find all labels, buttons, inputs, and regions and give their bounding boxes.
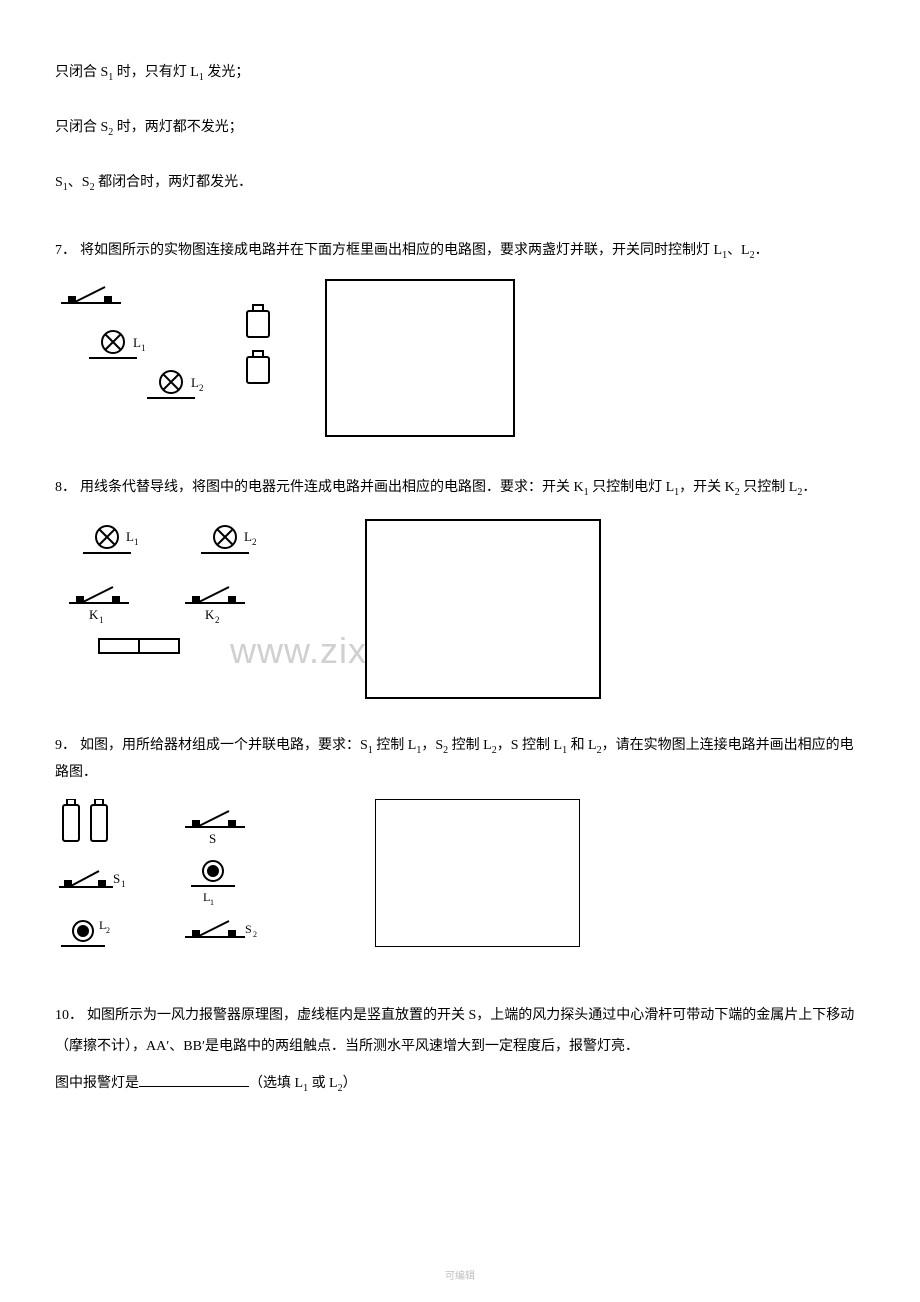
svg-text:1: 1 xyxy=(99,615,104,625)
preamble-line-2: 只闭合 S2 时，两灯都不发光； xyxy=(55,115,865,142)
text: 或 L xyxy=(308,1076,338,1091)
svg-text:L: L xyxy=(191,375,199,390)
text: 都闭合时，两灯都发光． xyxy=(95,175,253,190)
text: ） xyxy=(343,1076,357,1091)
svg-text:K: K xyxy=(205,607,215,622)
text: 图中报警灯是 xyxy=(55,1076,139,1091)
svg-text:2: 2 xyxy=(252,537,257,547)
preamble-line-3: S1、S2 都闭合时，两灯都发光． xyxy=(55,170,865,197)
text: 发光； xyxy=(204,65,250,80)
question-8-text: 8．用线条代替导线，将图中的电器元件连成电路并画出相应的电路图．要求：开关 K1… xyxy=(55,471,865,505)
text: （选填 L xyxy=(249,1076,303,1091)
text: 如图所示为一风力报警器原理图，虚线框内是竖直放置的开关 S，上端的风力探头通过中… xyxy=(55,1008,854,1054)
svg-text:1: 1 xyxy=(141,343,146,353)
question-8-figures: L 1 L 2 K 1 xyxy=(55,519,865,699)
q8-components-icon: L 1 L 2 K 1 xyxy=(55,519,315,678)
question-number: 7． xyxy=(55,243,76,258)
text: ． xyxy=(802,480,816,495)
text: 如图，用所给器材组成一个并联电路，要求：S xyxy=(80,738,368,753)
svg-text:1: 1 xyxy=(121,879,126,889)
svg-text:2: 2 xyxy=(106,926,110,935)
question-10-text-1: 10．如图所示为一风力报警器原理图，虚线框内是竖直放置的开关 S，上端的风力探头… xyxy=(55,1001,865,1063)
question-number: 8． xyxy=(55,480,76,495)
q7-answer-box xyxy=(325,279,515,437)
question-number: 9． xyxy=(55,738,76,753)
svg-text:1: 1 xyxy=(210,898,214,907)
q9-components-icon: S 1 L 2 S xyxy=(55,799,315,973)
text: ． xyxy=(755,243,769,258)
svg-text:2: 2 xyxy=(199,383,204,393)
svg-text:S: S xyxy=(245,922,252,936)
svg-text:S: S xyxy=(209,831,216,846)
text: 只闭合 S xyxy=(55,65,108,80)
text: 控制 L xyxy=(373,738,417,753)
svg-text:K: K xyxy=(89,607,99,622)
question-7-figures: L 1 L 2 xyxy=(55,279,865,437)
preamble-line-1: 只闭合 S1 时，只有灯 L1 发光； xyxy=(55,60,865,87)
q8-answer-box xyxy=(365,519,601,699)
footer-text: 可编辑 xyxy=(0,1268,920,1286)
question-number: 10． xyxy=(55,1008,83,1023)
fill-blank[interactable] xyxy=(139,1073,249,1087)
question-10-text-2: 图中报警灯是（选填 L1 或 L2） xyxy=(55,1071,865,1098)
text: 用线条代替导线，将图中的电器元件连成电路并画出相应的电路图．要求：开关 K xyxy=(80,480,584,495)
text: ，S xyxy=(421,738,443,753)
svg-text:L: L xyxy=(133,335,141,350)
svg-text:S: S xyxy=(113,871,120,886)
text: 、L xyxy=(727,243,750,258)
text: 时，两灯都不发光； xyxy=(113,120,243,135)
text: ，S 控制 L xyxy=(497,738,562,753)
question-9-figures: S 1 L 2 S xyxy=(55,799,865,973)
text: ，开关 K xyxy=(679,480,735,495)
svg-text:2: 2 xyxy=(253,930,257,939)
q9-answer-box xyxy=(375,799,580,947)
text: 只闭合 S xyxy=(55,120,108,135)
text: 和 L xyxy=(567,738,597,753)
text: 控制 L xyxy=(448,738,492,753)
question-9-text: 9．如图，用所给器材组成一个并联电路，要求：S1 控制 L1，S2 控制 L2，… xyxy=(55,733,865,785)
svg-text:L: L xyxy=(126,529,134,544)
text: 将如图所示的实物图连接成电路并在下面方框里画出相应的电路图，要求两盏灯并联，开关… xyxy=(80,243,722,258)
text: 时，只有灯 L xyxy=(113,65,199,80)
q7-components-icon: L 1 L 2 xyxy=(55,279,285,418)
svg-text:1: 1 xyxy=(134,537,139,547)
text: 、S xyxy=(68,175,90,190)
question-7-text: 7． 将如图所示的实物图连接成电路并在下面方框里画出相应的电路图，要求两盏灯并联，… xyxy=(55,238,865,265)
svg-text:L: L xyxy=(244,529,252,544)
text: 只控制 L xyxy=(740,480,798,495)
text: 只控制电灯 L xyxy=(589,480,675,495)
svg-text:2: 2 xyxy=(215,615,220,625)
text: S xyxy=(55,175,63,190)
